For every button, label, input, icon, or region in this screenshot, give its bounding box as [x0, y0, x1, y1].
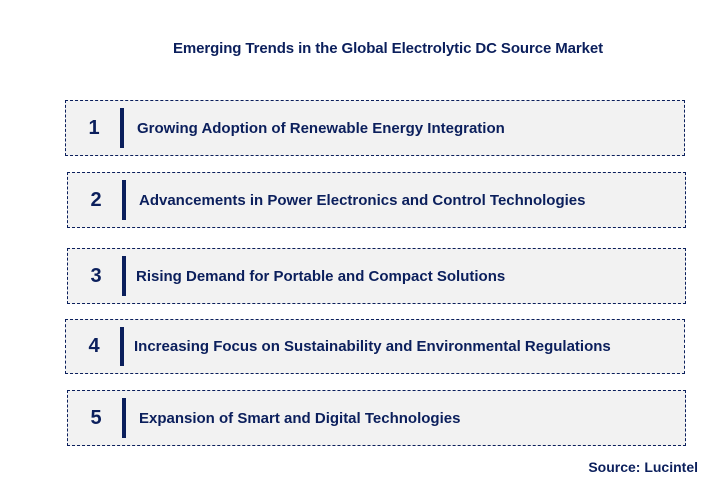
trend-number: 1	[88, 116, 100, 139]
trend-label: Expansion of Smart and Digital Technolog…	[139, 409, 461, 427]
trend-number: 5	[90, 406, 102, 429]
trend-item-3: 3 Rising Demand for Portable and Compact…	[67, 248, 686, 304]
trend-label: Advancements in Power Electronics and Co…	[139, 191, 586, 209]
trend-item-4: 4 Increasing Focus on Sustainability and…	[65, 319, 685, 374]
trend-number: 4	[88, 335, 100, 357]
diagram-title: Emerging Trends in the Global Electrolyt…	[0, 40, 712, 57]
trend-item-1: 1 Growing Adoption of Renewable Energy I…	[65, 100, 685, 156]
trend-number: 3	[90, 264, 102, 287]
trend-item-2: 2 Advancements in Power Electronics and …	[67, 172, 686, 228]
divider-bar	[122, 398, 126, 438]
divider-bar	[120, 327, 124, 366]
source-note: Source: Lucintel	[588, 459, 698, 475]
trend-number: 2	[90, 188, 102, 211]
trend-label: Growing Adoption of Renewable Energy Int…	[137, 119, 505, 137]
divider-bar	[122, 180, 126, 220]
trend-item-5: 5 Expansion of Smart and Digital Technol…	[67, 390, 686, 446]
trend-label: Increasing Focus on Sustainability and E…	[134, 338, 611, 355]
divider-bar	[120, 108, 124, 148]
trend-label: Rising Demand for Portable and Compact S…	[136, 267, 506, 285]
title-text: Emerging Trends in the Global Electrolyt…	[172, 40, 604, 57]
divider-bar	[122, 256, 126, 296]
